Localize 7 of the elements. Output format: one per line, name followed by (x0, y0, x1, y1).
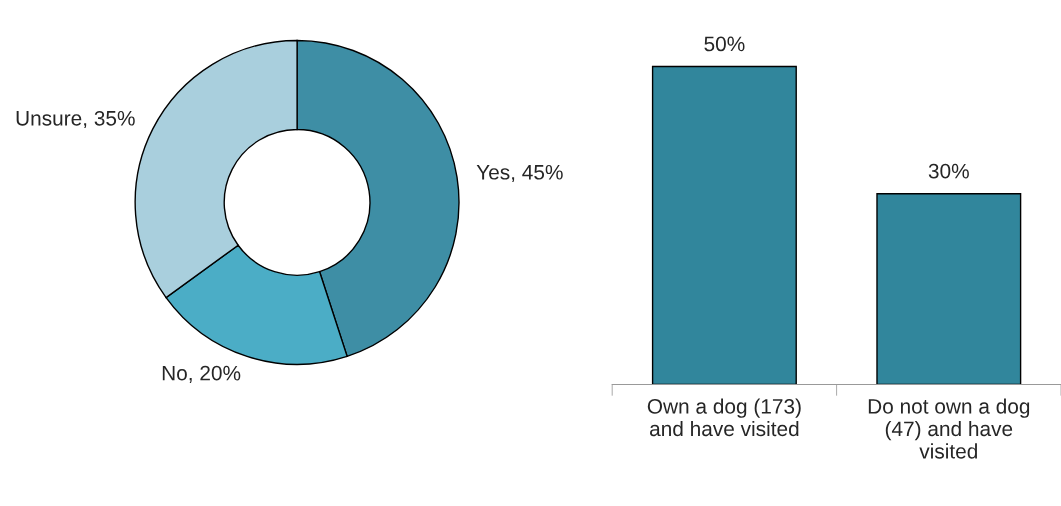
x-tick-label: Do not own a dog (47) and have visited (868, 398, 1030, 459)
x-tick-label: Own a dog (173) and have visited (647, 398, 801, 437)
data-label: 50% (704, 36, 745, 52)
slice-label: No, 20% (162, 365, 241, 383)
data-label: 30% (928, 163, 969, 179)
slice-label: Yes, 45% (476, 164, 563, 183)
slice-label: Unsure, 35% (16, 110, 135, 129)
